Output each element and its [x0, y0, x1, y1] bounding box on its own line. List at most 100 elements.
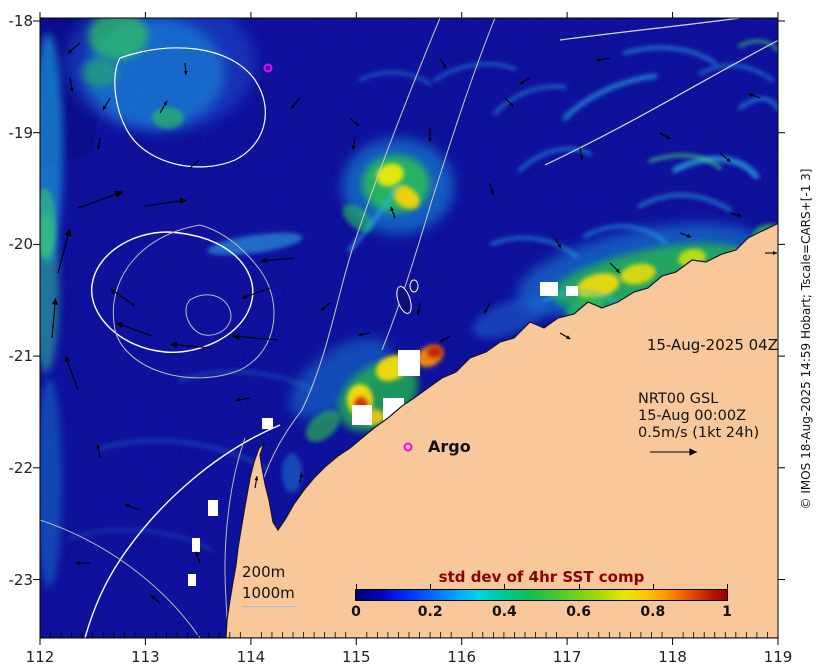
current-vector-arrow: [765, 251, 777, 255]
current-vector-arrow: [554, 237, 562, 249]
x-axis-tick-label: 117: [552, 648, 582, 666]
current-vector-arrow: [559, 332, 571, 340]
current-vector-arrow: [67, 42, 81, 54]
colorbar-tick-label: 1: [722, 604, 732, 620]
y-axis-tick-label: -23: [8, 570, 34, 589]
cloud-gap: [188, 574, 196, 586]
contour-legend-1000m-line: [242, 606, 297, 607]
colorbar: std dev of 4hr SST comp 0 0.2 0.4 0.6 0.8 1: [351, 568, 732, 620]
current-vector-arrow: [195, 551, 201, 564]
island-outline: [396, 286, 412, 314]
x-axis-tick-label: 112: [25, 648, 55, 666]
current-vector-arrow: [659, 132, 671, 140]
cloud-gap: [192, 538, 200, 552]
current-vector-arrow: [609, 262, 621, 274]
current-vector-arrow: [719, 152, 732, 163]
current-vector-arrow: [679, 232, 692, 238]
x-axis-tick-label: 119: [763, 648, 793, 666]
current-vector-arrow: [96, 137, 101, 150]
current-vector-arrow: [320, 302, 331, 312]
colorbar-tick-label: 0.2: [417, 604, 443, 620]
current-vector-arrow: [650, 448, 697, 456]
current-vector-arrow: [596, 57, 611, 62]
x-axis-tick-label: 115: [341, 648, 371, 666]
current-vector-arrow: [241, 287, 271, 299]
cloud-gap: [540, 282, 558, 296]
colorbar-tick-label: 0.4: [491, 604, 517, 620]
cloud-gap: [566, 286, 578, 296]
colorbar-tick: [356, 584, 357, 589]
current-vector-arrow: [729, 212, 742, 218]
y-axis-tick-label: -21: [8, 347, 34, 366]
bathymetry-contour: [114, 47, 266, 168]
y-axis-tick-label: -20: [8, 235, 34, 254]
current-vector-arrow: [110, 288, 136, 307]
bathymetry-contour: [112, 224, 275, 379]
current-vector-arrow: [483, 302, 491, 314]
current-vector-arrow: [57, 228, 72, 274]
y-axis-tick-label: -18: [8, 12, 34, 30]
map-datetime-label: 15-Aug-2025 04Z: [646, 336, 778, 354]
current-vector-arrow: [349, 117, 360, 127]
colorbar-tick: [504, 584, 506, 589]
colorbar-tick: [578, 584, 580, 589]
y-axis-tick-label: -19: [8, 123, 34, 142]
cloud-gap: [398, 350, 420, 376]
bathymetry-contour: [301, 18, 441, 411]
copyright-credit: © IMOS 18-Aug-2025 14:59 Hobart; Tscale=…: [799, 168, 813, 510]
bathymetry-contour: [559, 18, 741, 41]
island-outline: [409, 279, 419, 293]
x-axis-tick-label: 113: [131, 648, 160, 666]
bathymetry-contour: [544, 39, 778, 166]
current-vector-arrow: [236, 397, 251, 402]
current-vector-arrow: [439, 335, 451, 343]
current-vector-arrow: [189, 159, 200, 169]
current-vector-arrow: [254, 476, 259, 489]
contour-legend-200m: 200m: [242, 563, 286, 581]
contour-legend-1000m: 1000m: [242, 584, 295, 602]
product-name-label: NRT00 GSL: [638, 391, 719, 407]
colorbar-tick: [727, 584, 728, 589]
velocity-scale-label: 0.5m/s (1kt 24h): [638, 425, 760, 441]
bathymetry-contour: [84, 424, 281, 638]
product-time-label: 15-Aug 00:00Z: [638, 408, 747, 424]
y-axis-tick-label: -22: [8, 458, 34, 477]
current-vector-arrow: [748, 93, 761, 99]
colorbar-tick-label: 0.8: [640, 604, 666, 620]
x-axis-tick-label: 114: [236, 648, 266, 666]
argo-float-label: Argo: [428, 437, 471, 456]
colorbar-title: std dev of 4hr SST comp: [438, 568, 645, 586]
bathymetry-contour: [91, 231, 254, 353]
bathymetry-contour: [224, 437, 246, 638]
current-vector-arrow: [170, 341, 213, 349]
current-vector-arrow: [183, 62, 188, 76]
current-vector-arrow: [77, 190, 124, 209]
current-vector-arrow: [299, 473, 304, 484]
current-vector-arrow: [579, 147, 584, 160]
cloud-gap: [208, 500, 218, 516]
current-vector-arrow: [144, 197, 187, 207]
colorbar-gradient: 0 0.2 0.4 0.6 0.8 1: [351, 584, 732, 620]
cloud-gap: [262, 418, 273, 429]
current-vector-arrow: [96, 444, 101, 459]
colorbar-tick-label: 0.6: [566, 604, 591, 620]
bathymetry-contour: [185, 294, 232, 336]
current-vector-arrow: [76, 561, 90, 565]
current-vector-arrow: [351, 137, 356, 150]
map-plot-area: [40, 18, 778, 638]
current-vector-arrow: [69, 77, 74, 92]
current-vector-arrow: [261, 257, 296, 264]
x-axis-tick-label: 118: [658, 648, 687, 666]
current-vector-arrow: [489, 182, 495, 195]
current-vector-arrow: [102, 97, 111, 111]
current-vector-arrow: [64, 355, 79, 391]
current-vector-arrow: [124, 504, 141, 511]
current-vector-arrow: [290, 97, 301, 110]
current-vector-arrow: [232, 332, 279, 341]
colorbar-tick: [652, 584, 654, 589]
bathymetry-contour: [40, 519, 201, 638]
current-vector-arrow: [428, 128, 432, 142]
colorbar-tick-label: 0: [351, 604, 361, 620]
